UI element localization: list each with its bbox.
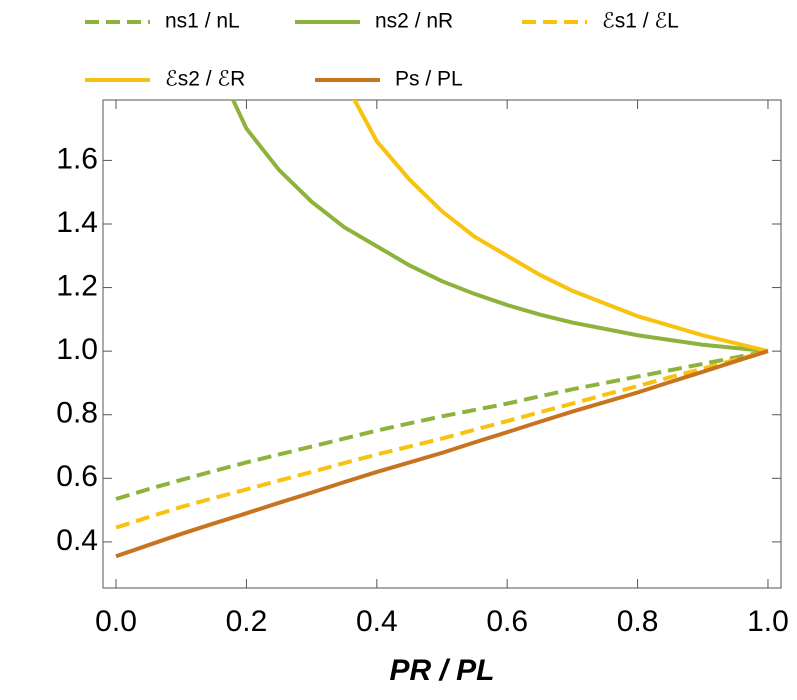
series-line — [115, 349, 769, 530]
y-tick-label: 1.0 — [56, 333, 98, 366]
legend-label: ℰs1 / ℰL — [602, 10, 679, 33]
x-tick-label: 0.4 — [356, 605, 398, 638]
plot-area — [115, 100, 769, 559]
x-tick-label: 0.8 — [617, 605, 659, 638]
series-line — [352, 100, 769, 354]
y-tick-label: 1.4 — [56, 206, 98, 239]
x-tick-label: 0.6 — [486, 605, 528, 638]
y-tick-label: 0.8 — [56, 397, 98, 430]
y-tick-label: 1.6 — [56, 142, 98, 175]
series-line — [115, 349, 769, 559]
y-tick-label: 1.2 — [56, 269, 98, 302]
series-line — [230, 100, 769, 354]
legend-label: ns1 / nL — [165, 10, 240, 33]
x-axis-title: PR / PL — [389, 654, 494, 687]
legend-label: ns2 / nR — [375, 10, 453, 33]
x-tick-label: 0.2 — [226, 605, 268, 638]
x-tick-label: 1.0 — [747, 605, 789, 638]
legend-label: Ps / PL — [395, 68, 463, 91]
series-line — [115, 349, 769, 501]
plot-frame — [102, 99, 782, 589]
x-tick-label: 0.0 — [95, 605, 137, 638]
legend-label: ℰs2 / ℰR — [165, 68, 245, 91]
y-tick-label: 0.6 — [56, 460, 98, 493]
y-tick-label: 0.4 — [56, 524, 98, 557]
